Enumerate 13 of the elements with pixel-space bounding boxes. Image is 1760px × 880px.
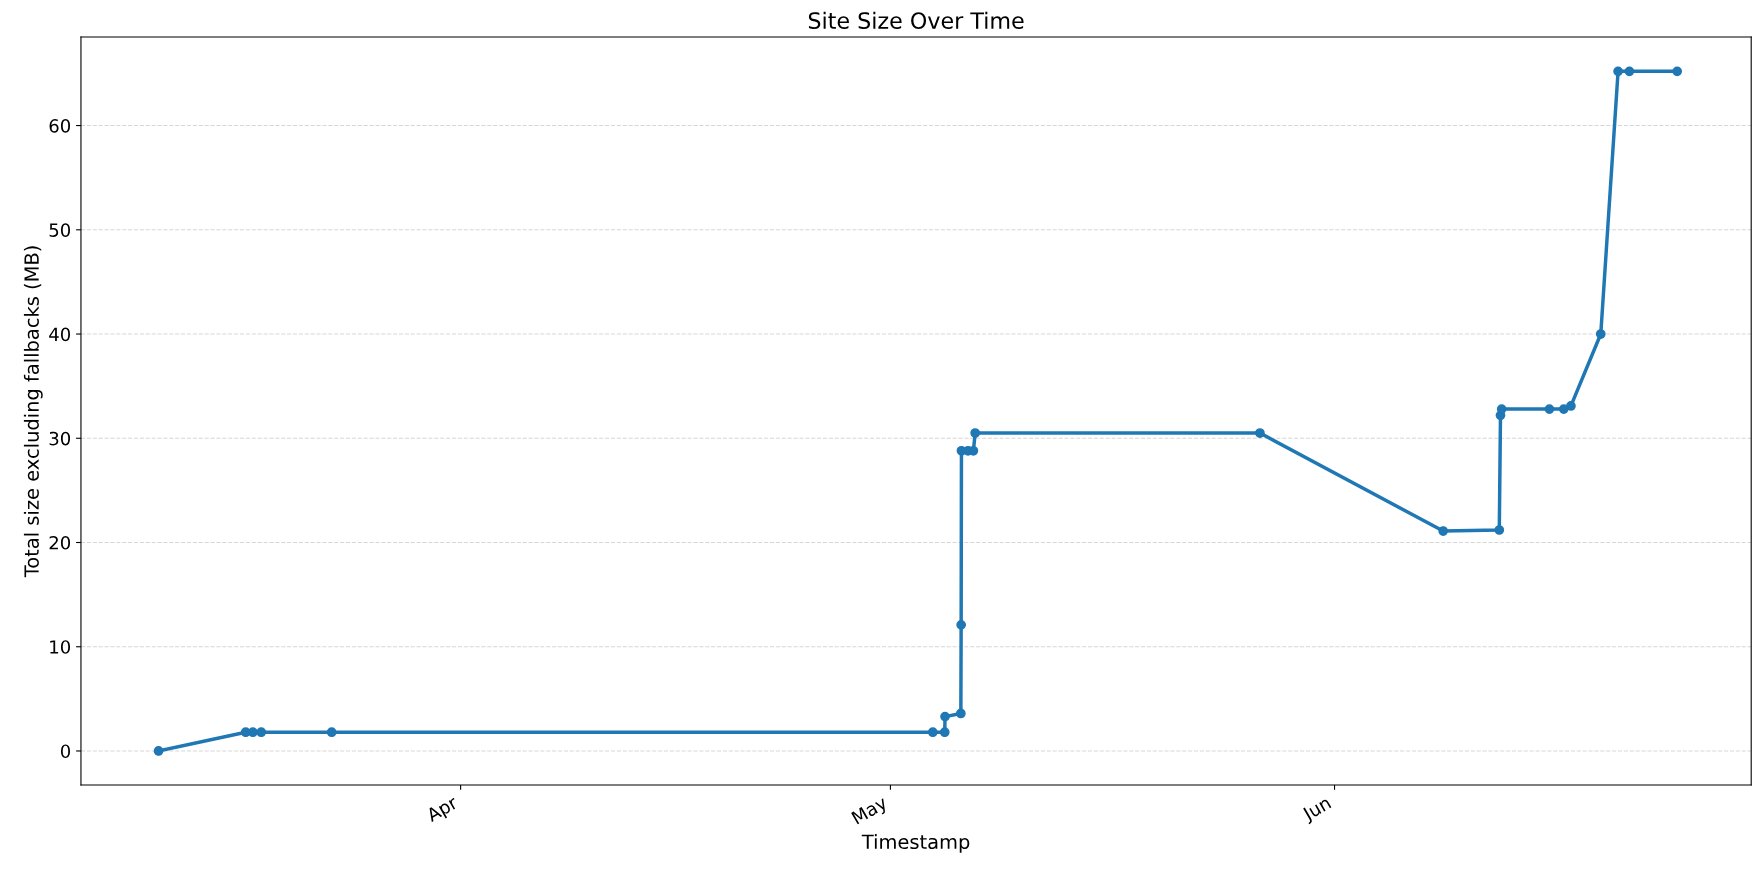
x-axis-title: Timestamp bbox=[861, 834, 970, 853]
y-tick-label: 50 bbox=[49, 223, 71, 237]
y-tick-label: 40 bbox=[49, 327, 71, 342]
y-tick-label: 20 bbox=[49, 535, 71, 550]
x-tick-label: Jun bbox=[1300, 795, 1334, 825]
y-tick-label: 30 bbox=[49, 431, 71, 446]
y-tick-label: 60 bbox=[49, 119, 71, 133]
x-tick-label: Apr bbox=[425, 795, 461, 826]
y-axis-title: Total size excluding fallbacks (MB) bbox=[23, 246, 43, 578]
chart-title: Site Size Over Time bbox=[808, 11, 1024, 29]
x-tick-label: May bbox=[851, 795, 890, 828]
y-tick-label: 0 bbox=[60, 744, 71, 759]
y-tick-label: 10 bbox=[50, 640, 71, 654]
